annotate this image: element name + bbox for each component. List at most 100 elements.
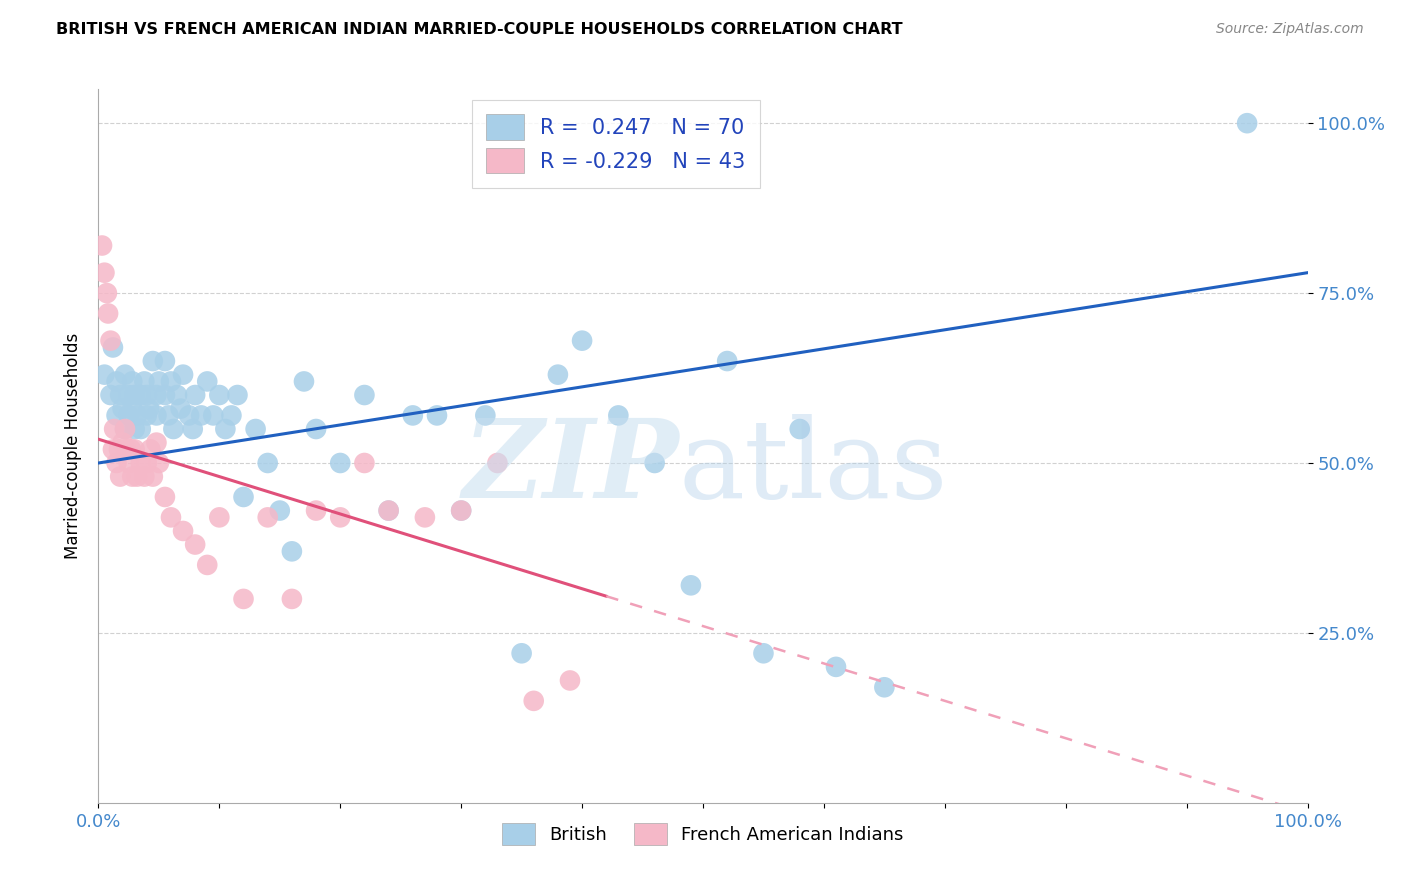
Point — [256, 456, 278, 470]
Point — [145, 435, 167, 450]
Point — [145, 409, 167, 423]
Point — [124, 422, 146, 436]
Point — [93, 368, 115, 382]
Point — [160, 375, 183, 389]
Point — [245, 422, 267, 436]
Text: atlas: atlas — [679, 414, 949, 521]
Point — [716, 354, 738, 368]
Point — [121, 401, 143, 416]
Point — [134, 469, 156, 483]
Point — [402, 409, 425, 423]
Text: BRITISH VS FRENCH AMERICAN INDIAN MARRIED-COUPLE HOUSEHOLDS CORRELATION CHART: BRITISH VS FRENCH AMERICAN INDIAN MARRIE… — [56, 22, 903, 37]
Point — [105, 456, 128, 470]
Point — [474, 409, 496, 423]
Point — [1236, 116, 1258, 130]
Point — [486, 456, 509, 470]
Point — [426, 409, 449, 423]
Point — [281, 544, 304, 558]
Point — [142, 354, 165, 368]
Point — [114, 422, 136, 436]
Point — [101, 442, 124, 457]
Point — [124, 388, 146, 402]
Point — [377, 503, 399, 517]
Point — [91, 238, 114, 252]
Point — [571, 334, 593, 348]
Point — [269, 503, 291, 517]
Point — [329, 456, 352, 470]
Point — [153, 388, 176, 402]
Point — [108, 442, 131, 457]
Point — [190, 409, 212, 423]
Point — [547, 368, 569, 382]
Point — [127, 469, 149, 483]
Point — [450, 503, 472, 517]
Point — [607, 409, 630, 423]
Point — [162, 422, 184, 436]
Point — [752, 646, 775, 660]
Point — [221, 409, 243, 423]
Point — [111, 435, 134, 450]
Point — [195, 558, 218, 572]
Point — [135, 456, 157, 470]
Point — [172, 368, 194, 382]
Point — [195, 375, 218, 389]
Point — [353, 456, 375, 470]
Point — [105, 375, 128, 389]
Point — [105, 409, 128, 423]
Point — [305, 422, 328, 436]
Point — [166, 388, 188, 402]
Point — [118, 456, 141, 470]
Point — [184, 537, 207, 551]
Point — [377, 503, 399, 517]
Y-axis label: Married-couple Households: Married-couple Households — [63, 333, 82, 559]
Point — [510, 646, 533, 660]
Point — [153, 490, 176, 504]
Point — [873, 680, 896, 694]
Point — [139, 442, 162, 457]
Point — [160, 510, 183, 524]
Point — [179, 409, 201, 423]
Point — [181, 422, 204, 436]
Point — [93, 266, 115, 280]
Point — [120, 442, 142, 457]
Point — [148, 456, 170, 470]
Point — [523, 694, 546, 708]
Point — [413, 510, 436, 524]
Point — [142, 469, 165, 483]
Point — [127, 409, 149, 423]
Point — [450, 503, 472, 517]
Point — [679, 578, 702, 592]
Point — [789, 422, 811, 436]
Point — [135, 388, 157, 402]
Point — [281, 591, 304, 606]
Point — [118, 388, 141, 402]
Point — [292, 375, 315, 389]
Point — [129, 388, 152, 402]
Point — [202, 409, 225, 423]
Legend: British, French American Indians: British, French American Indians — [489, 811, 917, 858]
Point — [121, 375, 143, 389]
Point — [148, 375, 170, 389]
Point — [135, 409, 157, 423]
Point — [184, 388, 207, 402]
Point — [118, 409, 141, 423]
Point — [256, 510, 278, 524]
Point — [108, 388, 131, 402]
Point — [100, 388, 122, 402]
Point — [644, 456, 666, 470]
Point — [232, 490, 254, 504]
Point — [172, 524, 194, 538]
Point — [121, 469, 143, 483]
Point — [153, 354, 176, 368]
Point — [96, 286, 118, 301]
Point — [129, 456, 152, 470]
Point — [114, 368, 136, 382]
Point — [129, 422, 152, 436]
Point — [134, 375, 156, 389]
Text: Source: ZipAtlas.com: Source: ZipAtlas.com — [1216, 22, 1364, 37]
Point — [353, 388, 375, 402]
Point — [169, 401, 191, 416]
Point — [111, 401, 134, 416]
Point — [108, 469, 131, 483]
Point — [157, 409, 180, 423]
